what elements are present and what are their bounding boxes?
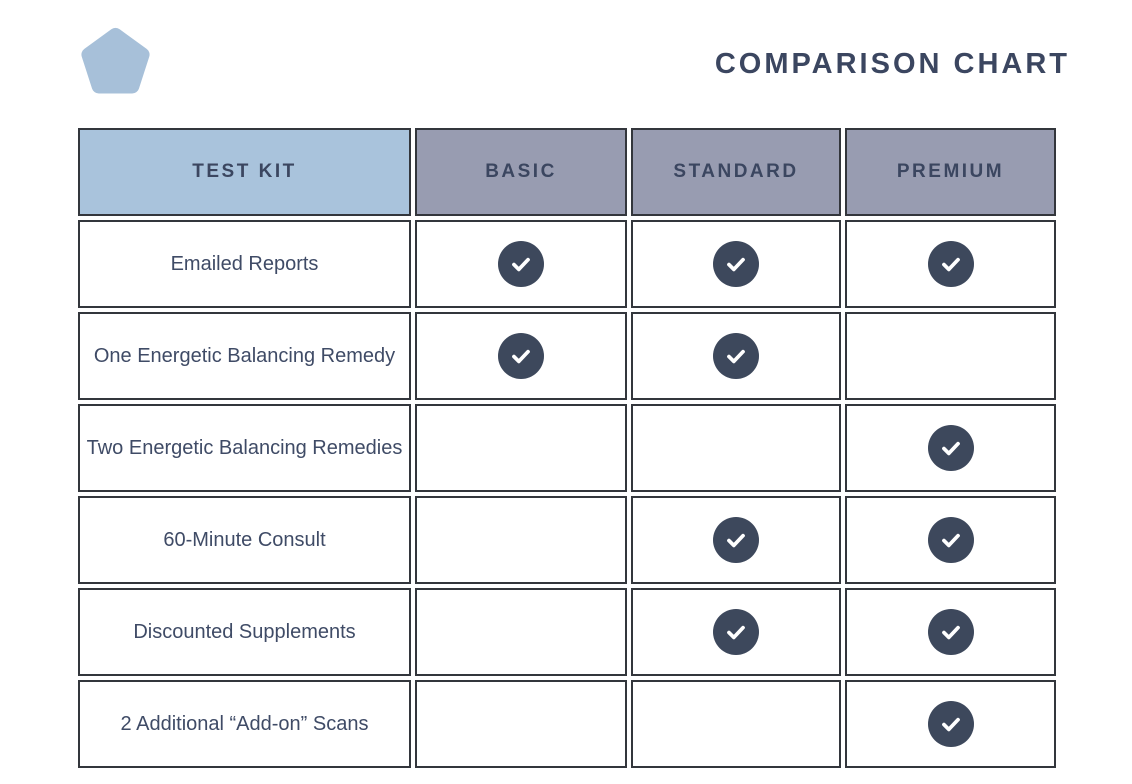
check-icon [713, 517, 759, 563]
comparison-table: TEST KIT BASIC STANDARD PREMIUM Emailed Repo… [78, 128, 1056, 768]
page-title: COMPARISON CHART [714, 48, 1070, 80]
check-cell-premium [845, 496, 1056, 584]
column-header-test-kit: TEST KIT [78, 128, 411, 216]
column-header-premium: PREMIUM [845, 128, 1056, 216]
feature-cell: One Energetic Balancing Remedy [78, 312, 411, 400]
check-cell-premium [845, 220, 1056, 308]
check-icon [927, 517, 974, 563]
empty-cell-basic [415, 404, 627, 492]
pentagon-logo-icon [81, 27, 150, 94]
empty-cell-standard [631, 680, 841, 768]
check-icon [498, 241, 544, 287]
check-cell-basic [415, 220, 627, 308]
empty-cell-basic [415, 588, 627, 676]
check-cell-standard [631, 588, 841, 676]
check-cell-premium [845, 680, 1056, 768]
check-icon [498, 333, 544, 379]
check-icon [713, 609, 759, 655]
column-header-standard: STANDARD [631, 128, 841, 216]
check-icon [713, 333, 759, 379]
empty-cell-basic [415, 680, 627, 768]
check-icon [927, 701, 974, 747]
check-cell-standard [631, 220, 841, 308]
empty-cell-standard [631, 404, 841, 492]
check-icon [927, 241, 974, 287]
check-icon [927, 425, 974, 471]
check-cell-premium [845, 404, 1056, 492]
check-icon [927, 609, 974, 655]
feature-cell: Emailed Reports [78, 220, 411, 308]
feature-cell: 2 Additional “Add-on” Scans [78, 680, 411, 768]
check-cell-standard [631, 312, 841, 400]
empty-cell-basic [415, 496, 627, 584]
check-cell-standard [631, 496, 841, 584]
check-cell-premium [845, 588, 1056, 676]
feature-cell: 60-Minute Consult [78, 496, 411, 584]
check-cell-basic [415, 312, 627, 400]
empty-cell-premium [845, 312, 1056, 400]
feature-cell: Discounted Supplements [78, 588, 411, 676]
column-header-basic: BASIC [415, 128, 627, 216]
feature-cell: Two Energetic Balancing Remedies [78, 404, 411, 492]
check-icon [713, 241, 759, 287]
